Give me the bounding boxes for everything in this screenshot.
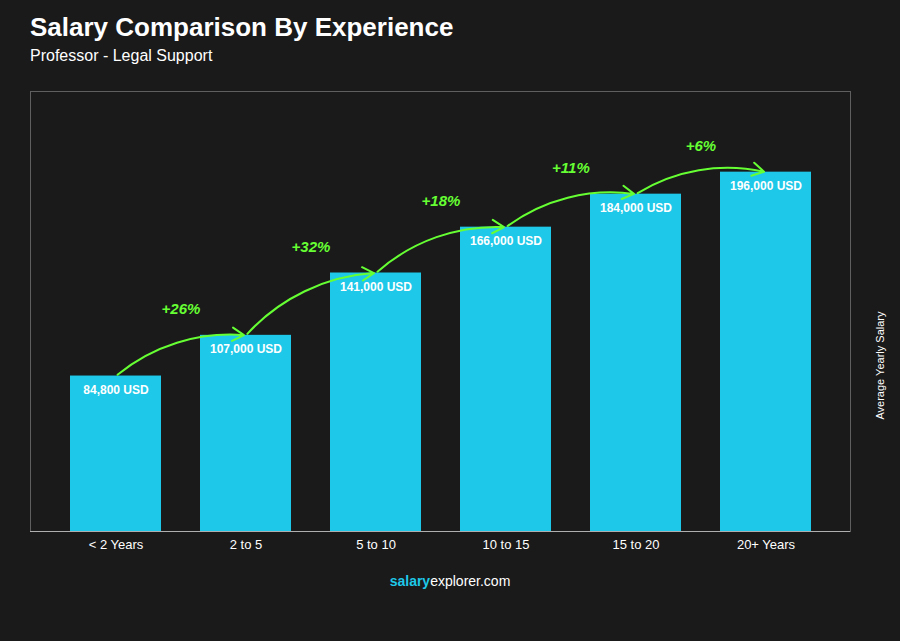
svg-text:+18%: +18% [422,192,461,209]
svg-text:107,000 USD: 107,000 USD [210,342,282,356]
svg-text:184,000 USD: 184,000 USD [600,201,672,215]
svg-text:+11%: +11% [552,159,590,176]
html-text:Salary Comparison By Experienc: Salary Comparison By Experience [30,12,454,42]
svg-text:84,800 USD: 84,800 USD [83,383,149,397]
svg-text:10 to 15: 10 to 15 [483,537,530,552]
svg-text:166,000 USD: 166,000 USD [470,234,542,248]
svg-text:+6%: +6% [686,137,716,154]
html-text:salary explorer.com: salary explorer.com [389,573,511,589]
svg-text:20+ Years: 20+ Years [737,537,796,552]
svg-text:< 2 Years: < 2 Years [89,537,144,552]
svg-text:+32%: +32% [292,238,331,255]
svg-text:196,000 USD: 196,000 USD [730,179,802,193]
svg-text:2 to 5: 2 to 5 [230,537,263,552]
svg-text:Average Yearly Salary: Average Yearly Salary [874,311,886,420]
html-text:Professor - Legal Support: Professor - Legal Support [30,47,213,64]
svg-text:5 to 10: 5 to 10 [356,537,396,552]
svg-text:15 to 20: 15 to 20 [613,537,660,552]
svg-text:+26%: +26% [162,300,201,317]
svg-text:141,000 USD: 141,000 USD [340,280,412,294]
